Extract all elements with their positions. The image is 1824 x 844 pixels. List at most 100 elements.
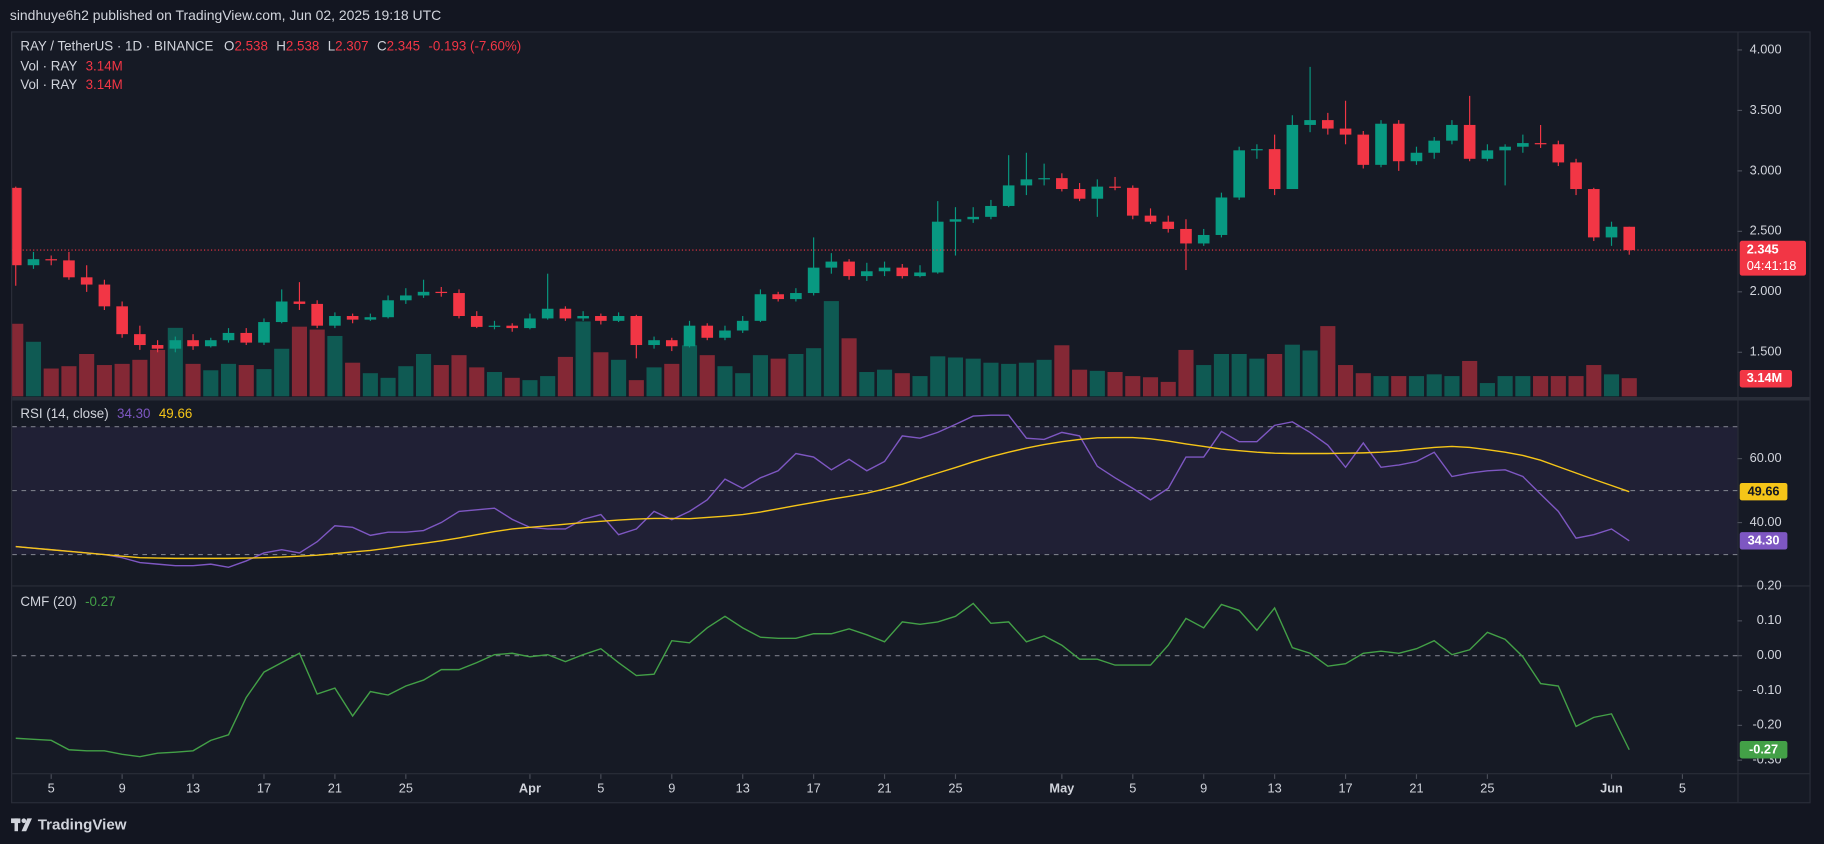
candle-body [1215, 197, 1228, 235]
volume-bar [486, 372, 503, 397]
y-tick-label: 1.500 [1750, 344, 1782, 359]
candle-body [754, 294, 767, 321]
x-tick-label: 21 [1409, 781, 1423, 796]
candle-body [1091, 186, 1104, 199]
volume-bar [345, 362, 361, 397]
volume-bar [25, 341, 42, 397]
volume-bar [185, 363, 201, 397]
candle-body [1109, 186, 1121, 188]
volume-bar [1479, 383, 1495, 397]
candle-body [612, 316, 625, 321]
x-tick-label: 25 [399, 781, 413, 796]
candle-body [1144, 215, 1157, 222]
indicator-line [15, 436, 1630, 560]
candle-body [949, 219, 962, 222]
y-tick-label: 4.000 [1750, 41, 1782, 56]
x-tick-label: 13 [1268, 781, 1282, 796]
last-value-label: 34.30 [1748, 533, 1780, 548]
candle-body [1056, 178, 1068, 190]
volume-bar [841, 338, 857, 397]
cmf-title: CMF (20) [20, 594, 76, 609]
x-tick-label: 25 [948, 781, 962, 796]
x-tick-label: 5 [1679, 781, 1686, 796]
candle-body [204, 340, 217, 347]
candle-body [470, 316, 483, 327]
candle-body [630, 316, 643, 346]
candle-body [453, 293, 465, 317]
candle-body [825, 261, 838, 268]
candle-body [134, 334, 146, 346]
symbol-title: RAY / TetherUS · 1D · BINANCE [20, 38, 213, 53]
volume-bar [1054, 345, 1070, 397]
legend-high: 2.538 [286, 38, 319, 53]
volume-bar [664, 363, 680, 397]
indicator-line [15, 414, 1630, 569]
candle-body [1392, 123, 1405, 162]
candle-body [1073, 189, 1086, 199]
candle-body [1233, 150, 1245, 198]
candle-body [931, 221, 944, 273]
publish-info: sindhuye6h2 published on TradingView.com… [10, 7, 441, 23]
candle-body [1375, 123, 1387, 165]
legend-close-label: C [377, 38, 387, 53]
y-tick-label: 2.000 [1750, 283, 1782, 298]
candle-body [1428, 140, 1441, 153]
candle-body [524, 318, 536, 329]
volume-bar [983, 362, 999, 397]
last-volume-box [1739, 370, 1793, 388]
volume-bar [291, 326, 307, 397]
candle-body [506, 325, 519, 329]
volume-bar [859, 372, 875, 397]
candle-body [151, 345, 164, 349]
candle-body [1251, 149, 1263, 151]
volume-bar [1621, 378, 1637, 397]
volume-bar [114, 363, 130, 397]
volume-bar [770, 358, 786, 397]
candle-body [400, 295, 412, 301]
volume-bar [912, 376, 928, 397]
candle-body [1534, 143, 1547, 145]
volume-bar [876, 369, 893, 397]
volume-bar [823, 301, 839, 397]
x-tick-label: 21 [328, 781, 342, 796]
indicator-line [15, 602, 1630, 758]
candle-body [27, 259, 40, 266]
x-tick-label: Apr [519, 781, 541, 796]
candle-body [1322, 120, 1334, 129]
volume-bar [735, 373, 751, 397]
candle-body [1623, 226, 1636, 251]
y-tick-label: 40.00 [1750, 514, 1782, 529]
cmf-legend: CMF (20) -0.27 [20, 594, 115, 609]
last-value-box [1739, 741, 1788, 759]
volume-bar [1320, 326, 1336, 397]
chart-frame [11, 31, 1811, 804]
volume-bar [1107, 372, 1123, 397]
volume-bar [469, 367, 485, 397]
indicator-layer [12, 414, 1738, 569]
y-tick-label: 0.10 [1757, 612, 1782, 627]
candle-body [665, 340, 678, 347]
candle-body [1517, 143, 1529, 147]
volume-bar [752, 355, 768, 397]
candle-body [595, 316, 607, 321]
candle-body [1481, 150, 1494, 159]
candle-body [417, 291, 430, 296]
last-price-box [1739, 240, 1806, 276]
legend-high-label: H [276, 38, 286, 53]
volume-bar [1089, 370, 1105, 397]
rsi-value: 34.30 [117, 405, 150, 420]
x-tick-label: 21 [877, 781, 891, 796]
y-tick-label: -0.10 [1752, 682, 1781, 697]
legend-low: 2.307 [335, 38, 368, 53]
countdown-label: 04:41:18 [1747, 258, 1797, 273]
volume-bar [362, 373, 378, 397]
rsi-ma-value: 49.66 [159, 405, 192, 420]
candle-body [222, 332, 235, 341]
volume-bar [1142, 377, 1159, 397]
volume-bar [1462, 360, 1478, 397]
volume-bar [1408, 376, 1425, 397]
x-tick-label: 9 [119, 781, 126, 796]
y-tick-label: -0.20 [1752, 717, 1781, 732]
volume-bar [1018, 362, 1034, 397]
